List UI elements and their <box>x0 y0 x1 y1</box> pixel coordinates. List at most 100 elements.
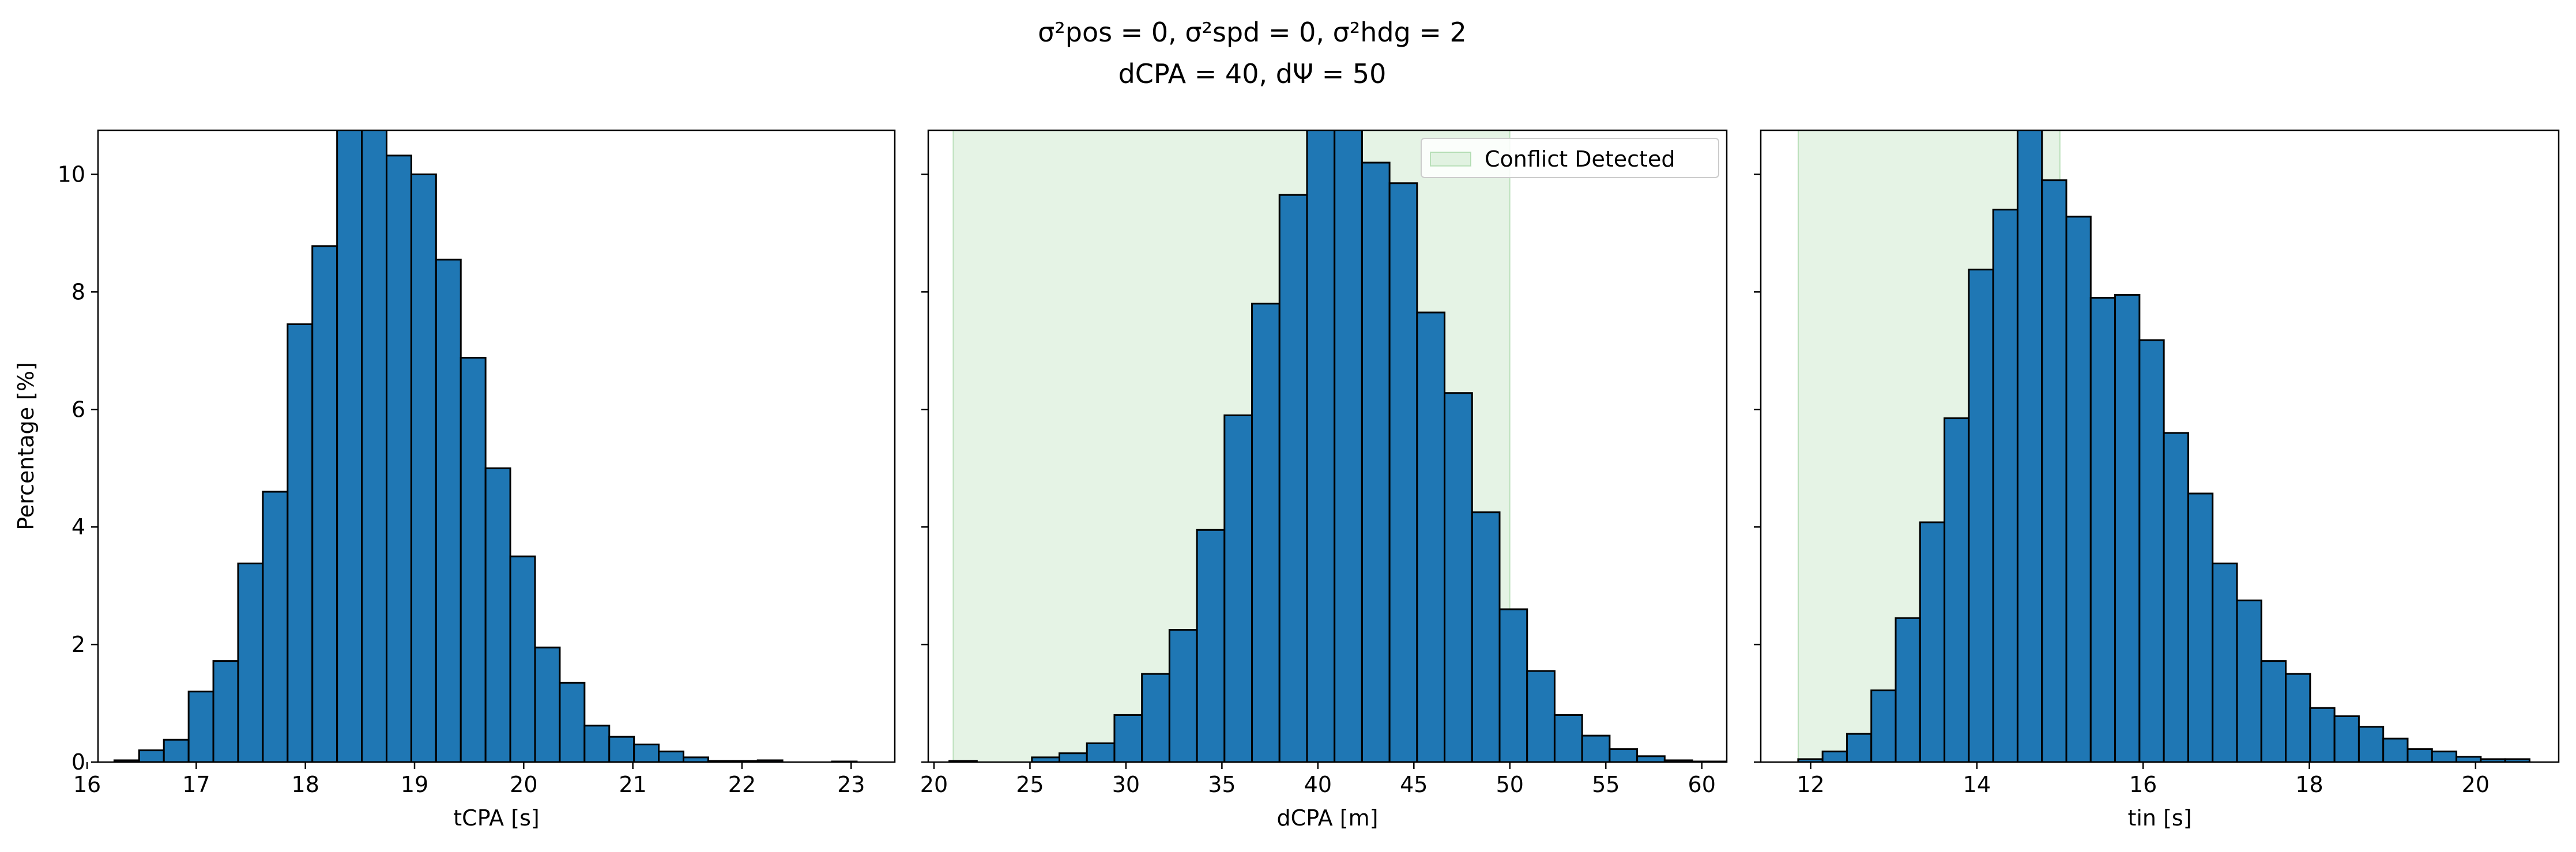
histogram-bar <box>1895 617 1921 762</box>
x-axis-label: tCPA [s] <box>453 805 539 831</box>
histogram-bar <box>1992 209 2018 762</box>
histogram-panel-1: 16 17 18 19 20 21 22 23 0 2 4 6 8 10 tCPA [s] Percentag… <box>13 129 896 831</box>
histogram-bar <box>1058 752 1088 762</box>
x-tick-label: 45 <box>1400 772 1428 797</box>
histogram-bar <box>2114 293 2141 762</box>
histogram-bar <box>1113 714 1143 762</box>
x-tick-label: 16 <box>73 772 101 797</box>
x-tick-label: 40 <box>1304 772 1332 797</box>
histogram-bar <box>2309 707 2336 762</box>
histogram-bar <box>435 258 462 762</box>
histogram-bar <box>262 491 289 762</box>
histogram-bar <box>1361 161 1391 762</box>
bars <box>948 130 1727 762</box>
histogram-bar <box>336 130 363 762</box>
histogram-bar <box>484 467 511 762</box>
histogram-bar <box>1526 670 1556 762</box>
histogram-bar <box>2260 660 2287 762</box>
histogram-bar <box>1334 130 1363 762</box>
histogram-bar <box>212 660 239 762</box>
histogram-bar <box>583 725 611 762</box>
x-tick-label: 21 <box>619 772 646 797</box>
histogram-bar <box>1223 414 1253 762</box>
histogram-bar <box>1251 303 1281 762</box>
y-axis-label: Percentage [%] <box>13 362 39 530</box>
y-tick-label: 10 <box>58 161 85 187</box>
histogram-bar <box>163 738 190 762</box>
histogram-bar <box>534 646 561 762</box>
legend-label: Conflict Detected <box>1485 146 1675 172</box>
histogram-bar <box>1498 608 1528 762</box>
histogram-bar <box>2456 756 2482 762</box>
axes-frame <box>927 129 1728 763</box>
histogram-bar <box>2504 758 2530 762</box>
histogram-bar <box>1846 733 1873 762</box>
x-tick-label: 20 <box>2462 772 2490 797</box>
legend-box <box>1421 138 1719 178</box>
histogram-bar <box>559 681 586 762</box>
histogram-bar <box>1944 417 1970 762</box>
bars <box>113 130 858 762</box>
x-tick-label: 55 <box>1592 772 1620 797</box>
y-tick-label: 4 <box>71 514 85 540</box>
histogram-bar <box>237 562 264 762</box>
y-tick-label: 8 <box>71 279 85 304</box>
x-tick-label: 12 <box>1797 772 1824 797</box>
histogram-bar <box>2212 562 2238 762</box>
histogram-bar <box>187 691 214 762</box>
histogram-bar <box>2357 726 2385 762</box>
y-tick-label: 6 <box>71 397 85 422</box>
y-tick-label: 2 <box>71 632 85 657</box>
histogram-bar <box>509 555 536 762</box>
x-tick-label: 17 <box>182 772 210 797</box>
histogram-bar <box>2406 748 2433 762</box>
x-tick-label: 16 <box>2129 772 2157 797</box>
x-tick-label: 35 <box>1208 772 1236 797</box>
histogram-bar <box>1388 182 1418 762</box>
histogram-bar <box>1444 392 1473 762</box>
histogram-bar <box>1919 521 1946 762</box>
histogram-bar <box>2065 216 2092 762</box>
histogram-bar <box>138 749 165 762</box>
histogram-bar <box>2138 339 2165 762</box>
histogram-bar <box>1553 714 1583 762</box>
x-tick-label: 23 <box>837 772 865 797</box>
histogram-panel-3: 12 14 16 18 20 tin [s] <box>1754 129 2560 831</box>
legend-swatch <box>1430 152 1471 167</box>
histogram-bar <box>2187 492 2214 762</box>
x-tick-label: 20 <box>510 772 537 797</box>
histogram-bar <box>2016 130 2043 762</box>
x-tick-label: 30 <box>1112 772 1140 797</box>
histogram-bar <box>1821 751 1848 762</box>
y-tick-label: 0 <box>71 749 85 775</box>
figure-title-line1: σ²pos = 0, σ²spd = 0, σ²hdg = 2 <box>1038 17 1467 48</box>
histogram-bar <box>1278 194 1308 762</box>
histogram-panel-2: 20 25 30 35 40 45 50 55 60 dCPA [m] Conflict Detec… <box>920 129 1728 831</box>
legend: Conflict Detected <box>1421 138 1719 178</box>
axes-frame <box>97 129 896 763</box>
x-tick-label: 22 <box>728 772 756 797</box>
histogram-bar <box>1636 755 1666 762</box>
x-tick-label: 19 <box>401 772 428 797</box>
histogram-bar <box>1581 734 1611 762</box>
histogram-bar <box>658 751 685 762</box>
histogram-bar <box>1196 529 1226 762</box>
histogram-bar <box>1471 511 1501 762</box>
histogram-bar <box>756 759 784 762</box>
x-tick-label: 18 <box>2295 772 2323 797</box>
histogram-panels: 16 17 18 19 20 21 22 23 0 2 4 6 8 10 tCPA [s] Percentag… <box>13 129 2560 831</box>
histogram-bar <box>2089 297 2116 762</box>
histogram-bar <box>2285 673 2311 762</box>
x-tick-label: 18 <box>292 772 319 797</box>
x-tick-label: 60 <box>1688 772 1716 797</box>
histogram-bar <box>1416 311 1446 762</box>
histogram-bar <box>1168 629 1198 762</box>
histogram-bar <box>2333 715 2360 762</box>
histogram-bar <box>287 323 314 762</box>
histogram-bar <box>633 743 660 762</box>
histogram-bar <box>1609 748 1639 762</box>
histogram-bar <box>361 130 387 762</box>
histogram-bar <box>460 357 487 762</box>
x-tick-label: 20 <box>920 772 948 797</box>
histogram-bar <box>311 245 338 762</box>
